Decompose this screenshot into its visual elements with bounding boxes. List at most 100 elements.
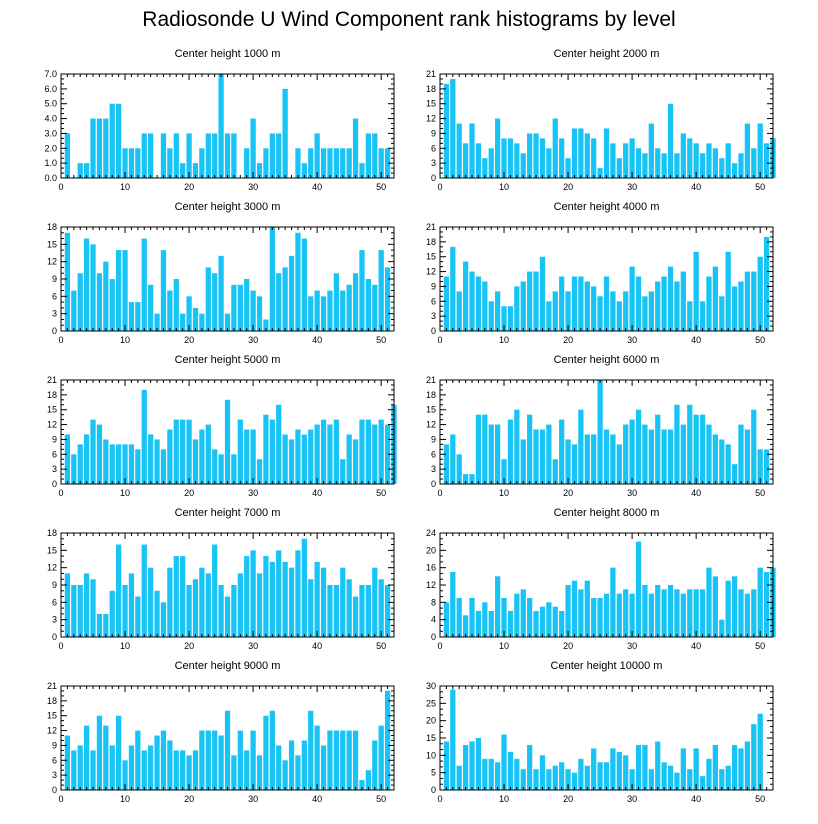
histogram-bar: [71, 290, 77, 331]
histogram-bar: [83, 163, 90, 178]
histogram-bar: [693, 748, 699, 790]
histogram-bar: [635, 744, 642, 790]
histogram-bar: [256, 573, 263, 637]
histogram-bar: [160, 449, 167, 484]
histogram-bar: [712, 744, 718, 790]
y-tick-label: 6: [52, 449, 57, 459]
histogram-bar: [135, 302, 141, 331]
histogram-bar: [616, 444, 622, 484]
histogram-bar: [443, 602, 450, 637]
x-tick-label: 40: [312, 794, 322, 804]
histogram-bar: [103, 261, 109, 331]
histogram-bar: [475, 143, 482, 178]
histogram-bar: [507, 419, 514, 484]
histogram-bar: [346, 730, 352, 790]
histogram-bar: [552, 291, 558, 331]
histogram-bar: [148, 133, 154, 178]
histogram-bar: [610, 567, 616, 637]
histogram-bar: [83, 573, 90, 637]
histogram-bar: [507, 751, 514, 790]
histogram-bar: [527, 598, 533, 637]
histogram-bar: [462, 261, 469, 331]
histogram-bar: [456, 123, 462, 178]
histogram-bar: [135, 730, 141, 790]
y-tick-label: 5: [431, 768, 436, 778]
panel-title: Center height 8000 m: [554, 507, 660, 519]
y-tick-label: 18: [47, 222, 57, 232]
histogram-bar: [231, 755, 237, 790]
histogram-bar: [623, 755, 629, 790]
histogram-bar: [186, 585, 192, 637]
histogram-bar: [64, 133, 71, 178]
histogram-bar: [333, 419, 339, 484]
histogram-bar: [591, 286, 597, 331]
histogram-bar: [359, 419, 365, 484]
histogram-bar: [205, 424, 211, 484]
histogram-bar: [655, 741, 661, 790]
histogram-bar: [610, 291, 616, 331]
y-tick-label: 9: [52, 274, 57, 284]
y-tick-label: 9: [431, 281, 436, 291]
histogram-bar: [680, 424, 686, 484]
histogram-bar: [443, 741, 450, 790]
y-tick-label: 6: [431, 143, 436, 153]
histogram-bar: [514, 143, 520, 178]
y-tick-label: 7.0: [44, 69, 57, 79]
histogram-bar: [77, 273, 83, 331]
histogram-bar: [186, 755, 192, 790]
x-tick-label: 30: [627, 182, 637, 192]
histogram-bar: [160, 602, 167, 637]
histogram-bar: [533, 429, 539, 484]
histogram-bar: [501, 598, 507, 637]
histogram-bar: [495, 424, 501, 484]
histogram-bar: [263, 148, 269, 178]
histogram-bar: [520, 589, 526, 637]
histogram-bar: [154, 439, 160, 484]
histogram-bar: [699, 301, 706, 331]
histogram-bar: [578, 409, 584, 484]
histogram-bar: [751, 409, 757, 484]
histogram-bar: [71, 454, 77, 484]
histogram-bar: [674, 589, 680, 637]
y-tick-label: 0: [431, 326, 436, 336]
y-tick-label: 25: [426, 698, 436, 708]
y-tick-label: 3: [431, 158, 436, 168]
histogram-bar: [610, 748, 616, 790]
y-tick-label: 3: [431, 311, 436, 321]
histogram-bar: [450, 78, 456, 178]
histogram-bar: [488, 424, 494, 484]
x-tick-label: 0: [437, 794, 442, 804]
histogram-bar: [83, 238, 90, 331]
histogram-bar: [450, 572, 456, 637]
histogram-bar: [154, 590, 160, 637]
histogram-bar: [276, 745, 282, 790]
histogram-bar: [212, 544, 218, 637]
histogram-bar: [218, 74, 224, 178]
histogram-bar: [340, 148, 346, 178]
histogram-bar: [616, 593, 622, 637]
histogram-bar: [725, 444, 731, 484]
histogram-bar: [173, 133, 179, 178]
histogram-bar: [122, 148, 128, 178]
histogram-bar: [699, 153, 706, 178]
histogram-bar: [763, 572, 770, 637]
histogram-bar: [109, 103, 115, 178]
x-tick-label: 40: [691, 794, 701, 804]
histogram-bar: [687, 769, 693, 790]
histogram-bar: [250, 730, 256, 790]
histogram-bar: [141, 544, 147, 637]
histogram-panel-3: Center height 3000 m 0 10 20 30 40 50 0 3 6 9 12 15 1…: [47, 201, 395, 345]
histogram-bar: [365, 770, 372, 790]
histogram-bar: [320, 296, 327, 331]
histogram-bar: [263, 715, 269, 790]
histogram-bar: [565, 769, 571, 790]
histogram-bar: [495, 118, 501, 178]
y-tick-label: 21: [47, 375, 57, 385]
histogram-bar: [205, 730, 211, 790]
histogram-bar: [661, 589, 667, 637]
x-tick-label: 50: [755, 794, 765, 804]
histogram-bar: [141, 133, 147, 178]
x-tick-label: 20: [563, 335, 573, 345]
histogram-bar: [359, 780, 365, 790]
histogram-bar: [757, 449, 763, 484]
